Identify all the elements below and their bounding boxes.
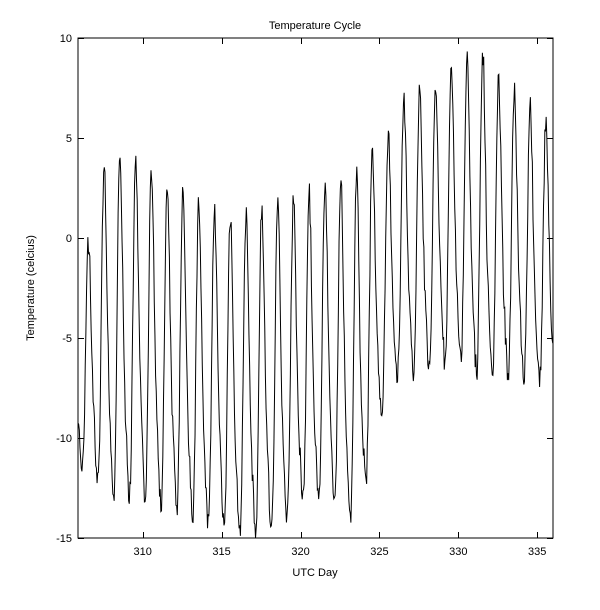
chart-title-group: Temperature Cycle: [269, 20, 361, 32]
chart-title: Temperature Cycle: [269, 20, 361, 32]
data-series-line: [78, 51, 553, 538]
x-tick-label: 325: [370, 546, 388, 558]
x-tick-label: 330: [449, 546, 467, 558]
x-axis-label: UTC Day: [292, 567, 338, 579]
y-tick-label: 10: [60, 33, 72, 45]
y-tick-label: 0: [66, 233, 72, 245]
y-axis-label: Temperature (celcius): [25, 235, 37, 341]
x-tick-label: 315: [212, 546, 230, 558]
y-tick-label: 5: [66, 133, 72, 145]
y-axis-tick-labels: -15 -10 -5 0 5 10: [56, 33, 72, 545]
y-tick-label: -5: [62, 333, 72, 345]
x-tick-label: 335: [528, 546, 546, 558]
y-tick-label: -10: [56, 433, 72, 445]
x-axis-ticks: [143, 38, 538, 538]
x-tick-label: 320: [291, 546, 309, 558]
x-axis-tick-labels: 310 315 320 325 330 335: [134, 546, 547, 558]
data-series-group: [78, 51, 553, 538]
x-tick-label: 310: [134, 546, 152, 558]
y-tick-label: -15: [56, 533, 72, 545]
